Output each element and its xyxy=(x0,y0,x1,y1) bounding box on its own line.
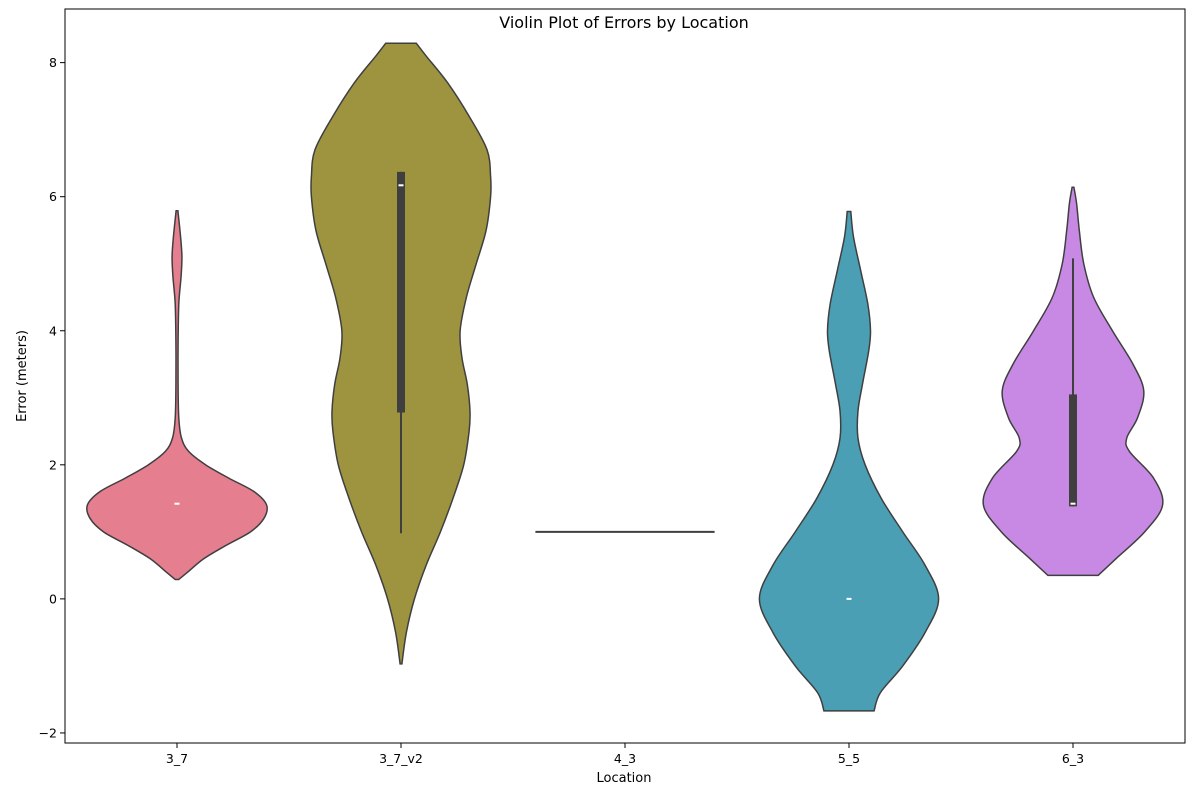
x-tick-label: 5_5 xyxy=(838,751,860,766)
violin-body xyxy=(86,210,268,581)
violin-median-marker xyxy=(174,502,180,505)
x-tick-label: 3_7_v2 xyxy=(379,751,423,766)
y-axis: −2 0 2 4 6 8 xyxy=(39,55,65,740)
chart-title: Violin Plot of Errors by Location xyxy=(499,13,749,32)
y-tick-label: 4 xyxy=(49,323,57,338)
y-tick-label: 8 xyxy=(49,55,57,70)
x-tick-label: 4_3 xyxy=(614,751,636,766)
y-tick-label: 6 xyxy=(49,189,57,204)
x-tick-label: 6_3 xyxy=(1062,751,1084,766)
violin-iqr-box xyxy=(1069,394,1077,507)
y-tick-label: −2 xyxy=(39,725,57,740)
violin-iqr-box xyxy=(397,171,405,413)
x-axis: 3_7 3_7_v2 4_3 5_5 6_3 xyxy=(166,743,1084,766)
violin-median-marker xyxy=(398,184,404,187)
box-group xyxy=(174,171,1077,600)
x-axis-label: Location xyxy=(597,771,652,786)
y-axis-label: Error (meters) xyxy=(15,330,30,422)
violin-median-marker xyxy=(846,597,852,600)
violin-median-marker xyxy=(1070,502,1076,505)
x-tick-label: 3_7 xyxy=(166,751,188,766)
y-tick-label: 2 xyxy=(49,457,57,472)
violin-body xyxy=(758,210,940,712)
y-tick-label: 0 xyxy=(49,591,57,606)
violin-group xyxy=(86,42,1164,712)
